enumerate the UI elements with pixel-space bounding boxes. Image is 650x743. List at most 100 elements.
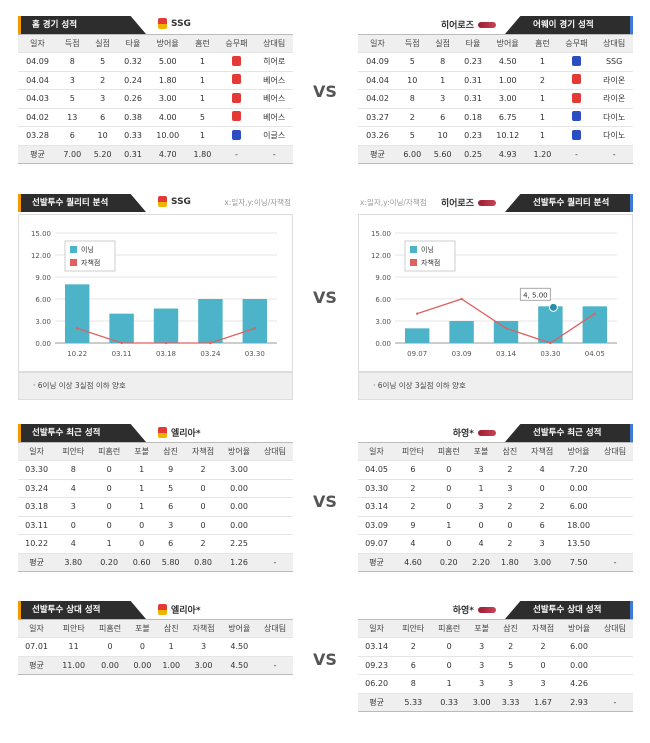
away-pitcher-vs-panel: 선발투수 상대 성적 하영* 일자 피안타 피홈런 포볼 삼진 자책점 방어율 상대팀 03.1… [358, 597, 633, 712]
result-cell [557, 70, 596, 90]
ssg-logo-icon [158, 196, 167, 207]
win-badge-icon [571, 55, 581, 66]
average-cell: 5.80 [156, 552, 186, 571]
table-cell: 3 [87, 89, 118, 108]
average-cell: 0.25 [457, 144, 489, 163]
bar [493, 321, 519, 343]
legend-swatch [70, 259, 77, 266]
table-row: 03.27 2 6 0.18 6.75 1 다이노 [358, 107, 633, 127]
table-row: 03.18 3 0 1 6 0 0.00 [18, 497, 293, 516]
table-cell: 2 [495, 497, 525, 516]
table-cell [256, 534, 293, 553]
table-cell: 1 [187, 70, 218, 90]
column-header: 포볼 [466, 442, 496, 461]
table-cell: 4 [524, 460, 561, 479]
table-cell: 0.00 [560, 478, 598, 498]
table-cell: 0 [127, 637, 157, 656]
column-header: 상대팀 [257, 619, 293, 638]
table-cell: 03.24 [18, 478, 56, 498]
table-cell: 1 [527, 89, 558, 108]
table-cell: 2 [525, 637, 562, 656]
loss-badge-icon [231, 74, 241, 85]
line-point [593, 312, 596, 315]
average-cell: 6.00 [397, 144, 428, 163]
table-cell: 1 [156, 637, 186, 656]
table-cell: 1 [466, 478, 496, 498]
x-tick-label: 03.18 [156, 350, 176, 358]
average-row: 평균 4.60 0.20 2.20 1.80 3.00 7.50- [358, 552, 633, 571]
average-cell: 5.33 [395, 692, 432, 711]
table-cell: 3 [525, 674, 562, 693]
column-header: 자책점 [185, 619, 222, 638]
table-cell: 0.00 [561, 655, 597, 675]
average-cell: 0.33 [431, 692, 468, 711]
average-cell: 0.00 [92, 655, 128, 674]
table-cell: 3.00 [148, 89, 188, 108]
legend-label: 이닝 [81, 245, 94, 254]
x-tick-label: 03.24 [200, 350, 221, 358]
table-cell: 2 [397, 107, 428, 127]
home-pitcher-recent-panel: 선발투수 최근 성적 엘리아* 일자 피안타 피홈런 포볼 삼진 자책점 방어율 상대팀 03.… [18, 420, 293, 572]
column-header: 실점 [87, 34, 118, 53]
average-cell: 0.80 [185, 552, 222, 571]
table-row: 10.22 4 1 0 6 2 2.25 [18, 534, 293, 553]
away-quality-note: · 6이닝 이상 3실점 이하 양호 [358, 372, 633, 400]
table-cell: 0.00 [221, 515, 257, 535]
column-header: 상대팀 [597, 442, 633, 461]
table-cell: 3 [467, 655, 497, 675]
table-cell: 0 [91, 478, 128, 498]
table-cell [257, 637, 293, 656]
average-cell: 평균 [18, 552, 56, 571]
average-cell: - [217, 144, 256, 163]
table-cell: 0 [430, 497, 467, 516]
table-cell: 1.80 [148, 70, 188, 90]
column-header: 방어율 [561, 619, 597, 638]
table-cell: 3 [496, 674, 526, 693]
column-header: 방어율 [148, 34, 188, 53]
column-header: 방어율 [560, 442, 598, 461]
legend-label: 자책점 [421, 258, 440, 267]
x-tick-label: 03.11 [112, 350, 132, 358]
table-cell: 이글스 [255, 126, 293, 145]
bar [582, 306, 608, 343]
column-header: 피안타 [395, 619, 432, 638]
table-cell: 03.11 [18, 515, 56, 535]
away-record-table: 일자 득점 실점 타율 방어율 홈런 승무패 상대팀 04.09 5 8 0.23 4.50 1 SSG 04… [358, 34, 633, 164]
away-quality-subtitle: x:일자,y:이닝/자책점 [360, 198, 427, 207]
result-cell [217, 52, 256, 71]
x-tick-label: 03.30 [540, 350, 560, 358]
average-cell: 1.26 [221, 552, 257, 571]
table-cell: 2 [495, 460, 525, 479]
win-badge-icon [571, 129, 581, 140]
table-row: 04.04 10 1 0.31 1.00 2 라이온 [358, 70, 633, 90]
table-cell: 6 [156, 534, 186, 553]
table-cell: 10.22 [18, 534, 56, 553]
y-tick-label: 12.00 [31, 252, 51, 260]
table-row: 04.09 8 5 0.32 5.00 1 히어로 [18, 52, 293, 71]
table-row: 04.04 3 2 0.24 1.80 1 베어스 [18, 70, 293, 90]
table-cell [596, 674, 633, 693]
column-header: 일자 [358, 34, 398, 53]
table-cell [597, 478, 633, 498]
table-cell: 4 [466, 534, 496, 553]
average-row: 평균 11.00 0.00 0.00 1.00 3.00 4.50- [18, 655, 293, 674]
y-tick-label: 0.00 [35, 340, 51, 348]
table-cell: 04.09 [358, 52, 398, 71]
result-cell [217, 70, 256, 90]
table-cell: 1 [527, 107, 558, 127]
table-cell: 0 [91, 460, 128, 479]
result-cell [217, 107, 256, 127]
table-cell: 1.00 [488, 70, 528, 90]
column-header: 자책점 [185, 442, 222, 461]
column-header: 홈런 [187, 34, 218, 53]
y-tick-label: 3.00 [35, 318, 51, 326]
home-pitcher-recent-title: 선발투수 최근 성적 [18, 424, 146, 442]
line-point [253, 327, 256, 330]
table-cell: 9 [156, 460, 186, 479]
table-cell: 3 [467, 637, 497, 656]
table-row: 04.02 13 6 0.38 4.00 5 베어스 [18, 107, 293, 127]
table-cell: 04.04 [18, 70, 58, 90]
average-cell: - [595, 144, 633, 163]
table-cell: 8 [57, 52, 88, 71]
